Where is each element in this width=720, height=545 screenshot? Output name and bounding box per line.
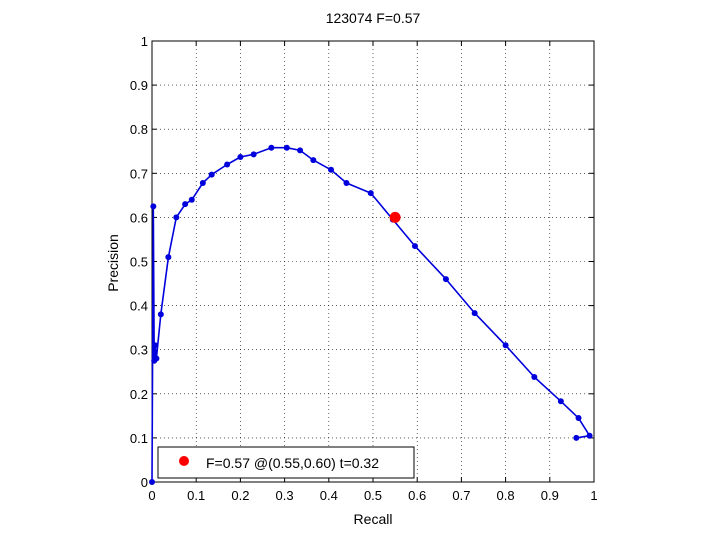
y-axis-label: Precision <box>105 234 121 292</box>
data-point <box>367 190 374 197</box>
chart-title: 123074 F=0.57 <box>326 10 421 26</box>
data-point <box>411 243 418 250</box>
data-point <box>165 254 172 261</box>
grid <box>152 41 594 482</box>
x-tick-label: 0.1 <box>187 488 205 503</box>
y-tick-label: 0.9 <box>130 78 148 93</box>
data-point <box>173 214 180 221</box>
data-point <box>573 434 580 441</box>
x-tick-label: 0.8 <box>497 488 515 503</box>
data-point <box>188 196 195 203</box>
data-point <box>575 415 582 422</box>
data-point <box>283 144 290 151</box>
series-layer <box>149 144 593 485</box>
x-tick-label: 0.2 <box>231 488 249 503</box>
data-point <box>442 276 449 283</box>
data-point <box>149 479 155 485</box>
y-tick-label: 1 <box>141 34 148 49</box>
data-point <box>310 157 317 164</box>
data-point <box>150 203 157 210</box>
data-point <box>224 161 231 168</box>
data-point <box>199 180 206 187</box>
data-point <box>237 153 244 160</box>
highlight-layer <box>389 211 401 223</box>
y-tick-label: 0.4 <box>130 299 148 314</box>
x-tick-label: 0.5 <box>364 488 382 503</box>
data-point <box>557 398 564 405</box>
y-tick-label: 0.1 <box>130 431 148 446</box>
y-tick-label: 0.8 <box>130 122 148 137</box>
data-point <box>297 147 304 154</box>
data-point <box>471 310 478 317</box>
x-tick-label: 0.4 <box>320 488 338 503</box>
axes: 0 0.1 0.2 0.3 0.4 0.5 0.6 0.7 0.8 0.9 1 0 0.1 0.2 0.3 0… <box>130 34 598 503</box>
data-point <box>502 342 509 349</box>
x-tick-label: 0.3 <box>276 488 294 503</box>
legend-box <box>157 446 415 479</box>
data-point <box>328 166 335 173</box>
y-tick-label: 0 <box>141 475 148 490</box>
data-point <box>208 171 215 178</box>
x-tick-label: 0 <box>148 488 155 503</box>
data-point <box>152 342 159 349</box>
data-point <box>343 180 350 187</box>
legend: F=0.57 @(0.55,0.60) t=0.32 <box>157 446 415 479</box>
best-f-marker <box>389 211 401 223</box>
y-tick-label: 0.2 <box>130 387 148 402</box>
data-point <box>153 355 160 362</box>
data-point <box>531 374 538 381</box>
x-tick-label: 0.9 <box>541 488 559 503</box>
data-point <box>157 311 164 318</box>
x-tick-label: 1 <box>590 488 597 503</box>
data-point <box>268 144 275 151</box>
series-line <box>151 146 591 483</box>
y-tick-label: 0.5 <box>130 255 148 270</box>
x-axis-label: Recall <box>354 511 393 527</box>
data-point <box>586 432 593 439</box>
y-tick-label: 0.7 <box>130 166 148 181</box>
legend-marker-highlight <box>179 456 189 466</box>
data-point <box>250 151 257 158</box>
y-tick-label: 0.3 <box>130 343 148 358</box>
x-tick-label: 0.7 <box>452 488 470 503</box>
legend-label: F=0.57 @(0.55,0.60) t=0.32 <box>206 455 379 471</box>
x-tick-label: 0.6 <box>408 488 426 503</box>
y-tick-label: 0.6 <box>130 210 148 225</box>
data-point <box>182 201 189 208</box>
